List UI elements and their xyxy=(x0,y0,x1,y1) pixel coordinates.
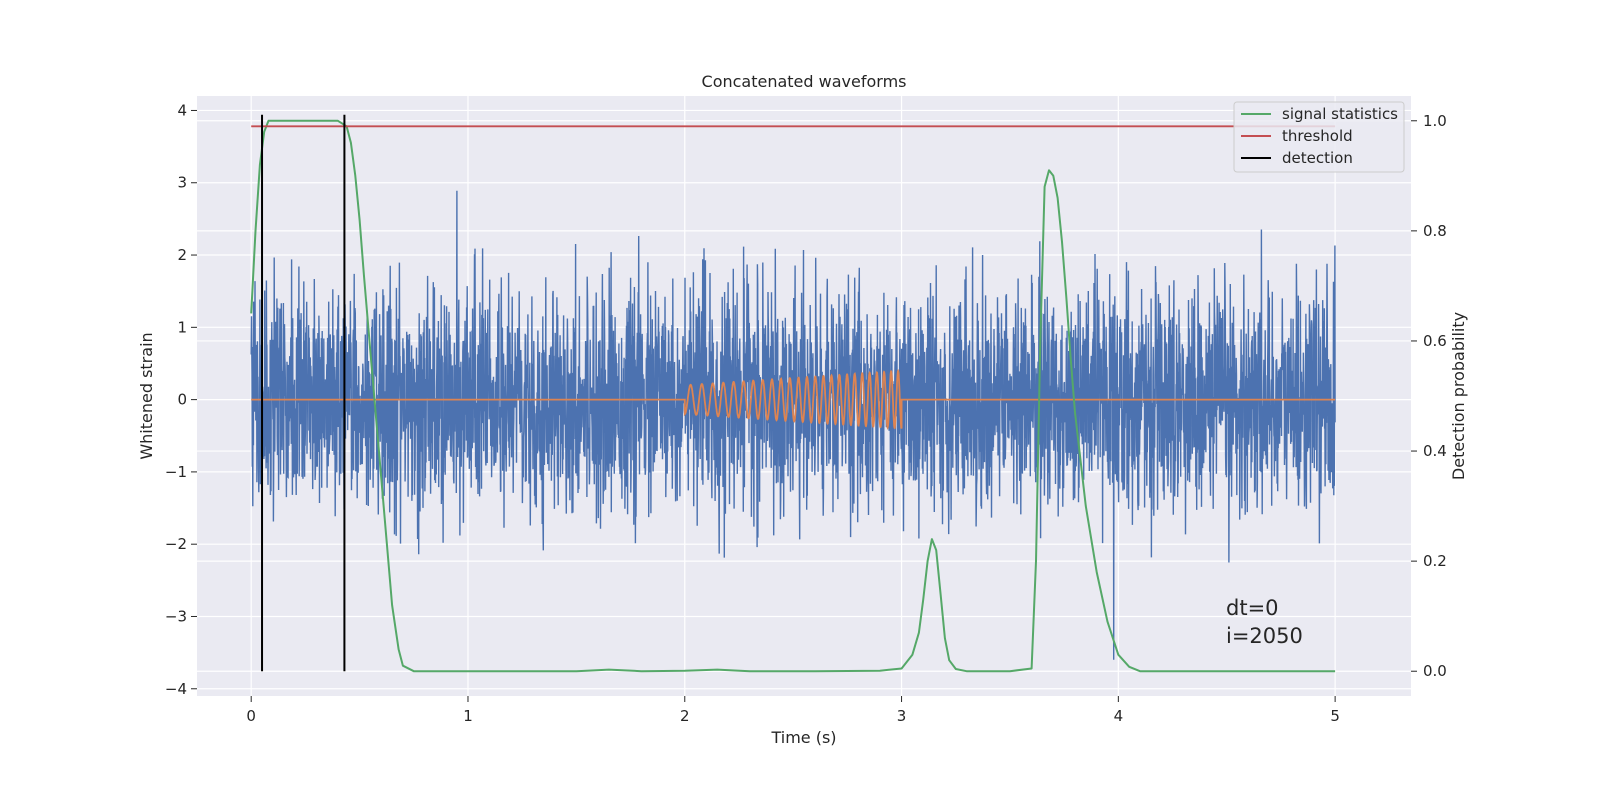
injected-signal-line xyxy=(251,368,1336,430)
x-tick-label: 5 xyxy=(1330,707,1340,725)
y-axis-right-label: Detection probability xyxy=(1449,312,1468,480)
x-tick-label: 4 xyxy=(1114,707,1124,725)
y-right-tick-label: 1.0 xyxy=(1423,112,1447,130)
y-right-tick-label: 0.2 xyxy=(1423,552,1447,570)
x-tick-label: 0 xyxy=(246,707,256,725)
y-axis-right-ticks: 1.0 0.8 0.6 0.4 0.2 0.0 xyxy=(1411,112,1447,680)
legend-box xyxy=(1233,101,1405,173)
annotation-i: i=2050 xyxy=(1226,624,1303,648)
x-tick-label: 2 xyxy=(680,707,690,725)
chart-title: Concatenated waveforms xyxy=(702,72,907,91)
x-tick-label: 1 xyxy=(463,707,473,725)
legend-label-detection: detection xyxy=(1282,149,1353,167)
y-right-tick-label: 0.6 xyxy=(1423,332,1447,350)
y-tick-label: 4 xyxy=(177,101,187,119)
y-tick-label: 2 xyxy=(177,246,187,264)
y-right-tick-label: 0.8 xyxy=(1423,222,1447,240)
y-tick-label: 1 xyxy=(177,318,187,336)
y-axis-label: Whitened strain xyxy=(137,332,156,459)
x-axis-label: Time (s) xyxy=(770,728,836,747)
y-tick-label: −3 xyxy=(165,607,187,625)
whitened-strain-line xyxy=(250,190,1336,660)
y-tick-label: 0 xyxy=(177,391,187,409)
y-right-tick-label: 0.4 xyxy=(1423,442,1447,460)
legend: signal statistics threshold detection xyxy=(1233,101,1405,173)
x-tick-label: 3 xyxy=(897,707,907,725)
y-tick-label: −4 xyxy=(165,680,187,698)
legend-label-threshold: threshold xyxy=(1282,127,1353,145)
y-axis-ticks: 4 3 2 1 0 −1 −2 −3 −4 xyxy=(165,101,197,698)
y-tick-label: −1 xyxy=(165,463,187,481)
x-axis-ticks: 0 1 2 3 4 5 xyxy=(246,696,1340,725)
signal-statistics-line xyxy=(250,119,1336,673)
y-right-tick-label: 0.0 xyxy=(1423,662,1447,680)
plot-data xyxy=(250,114,1336,673)
annotation-dt: dt=0 xyxy=(1226,596,1279,620)
legend-label-signal-statistics: signal statistics xyxy=(1282,105,1398,123)
y-tick-label: 3 xyxy=(177,174,187,192)
y-tick-label: −2 xyxy=(165,535,187,553)
